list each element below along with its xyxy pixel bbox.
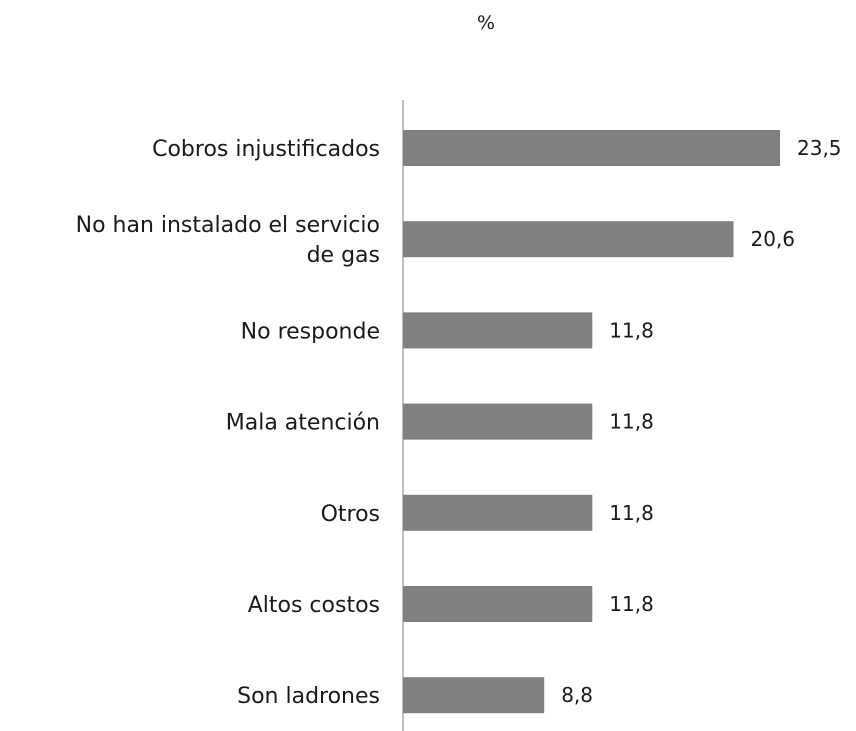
- category-label: No responde: [241, 319, 380, 344]
- bar: [403, 586, 593, 622]
- bar: [403, 494, 593, 531]
- value-label: 20,6: [751, 227, 796, 251]
- bar: [403, 130, 780, 166]
- category-label: Mala atención: [226, 411, 380, 436]
- value-label: 11,8: [609, 318, 654, 342]
- category-label: Altos costos: [248, 593, 380, 618]
- bar: [403, 677, 545, 714]
- value-label: 11,8: [609, 592, 654, 616]
- value-label: 11,8: [609, 501, 654, 525]
- bar: [403, 403, 593, 440]
- bars-group: 23,5 Cobros injustificados 20,6 No han inst…: [76, 130, 842, 714]
- value-label: 11,8: [609, 410, 654, 434]
- category-label: Son ladrones: [237, 684, 380, 709]
- category-label: No han instalado el servicio de gas: [76, 213, 380, 268]
- category-label: Otros: [321, 502, 380, 527]
- bar: [403, 221, 734, 258]
- value-label: 23,5: [797, 136, 842, 160]
- bar: [403, 312, 593, 349]
- category-label: Cobros injustificados: [152, 137, 380, 162]
- value-label: 8,8: [561, 683, 593, 707]
- chart-title: %: [477, 12, 495, 34]
